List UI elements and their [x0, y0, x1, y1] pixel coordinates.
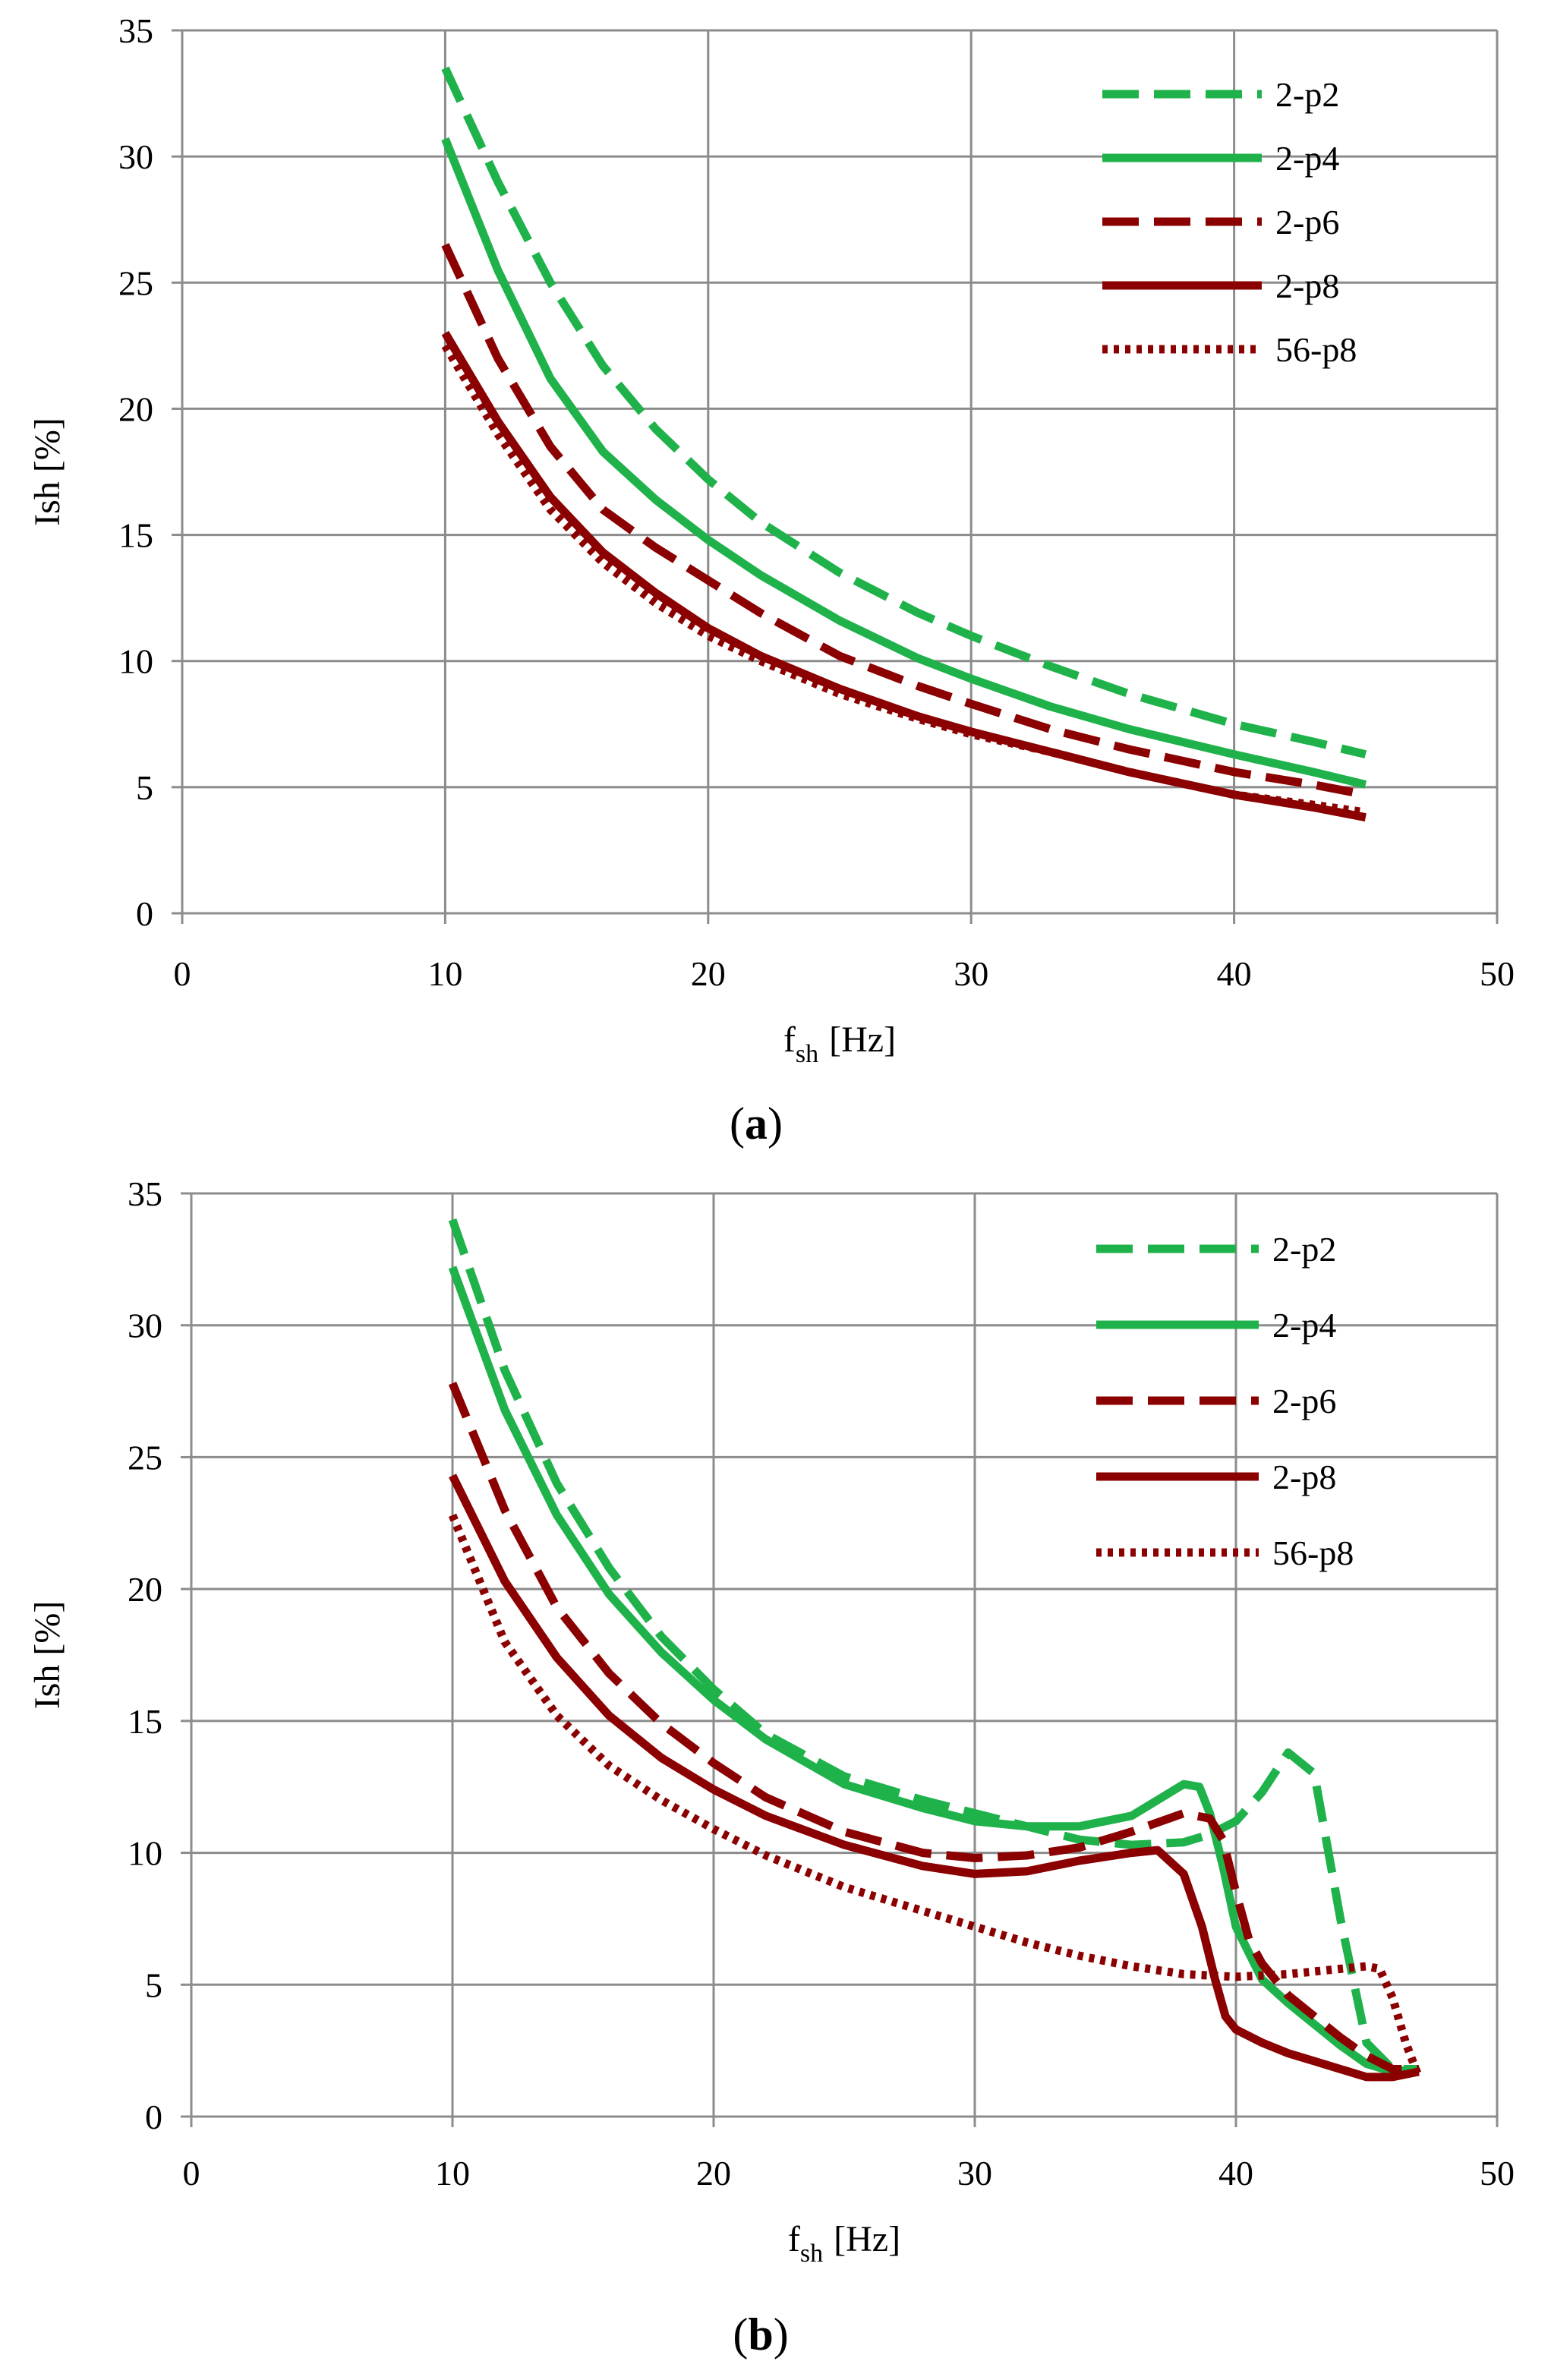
series-line-2-p4 [441, 137, 1367, 789]
legend-label: 2-p8 [1275, 266, 1339, 305]
x-axis-label: fsh [Hz] [783, 1020, 896, 1068]
x-axis-label-main: f [783, 1020, 796, 1060]
legend: 2-p2 2-p4 2-p6 2-p8 56-p8 [1102, 75, 1357, 369]
y-tick-label: 30 [118, 137, 153, 176]
y-tick-label: 30 [128, 1307, 162, 1345]
y-tick-label: 35 [118, 11, 153, 50]
y-tick-label: 0 [136, 894, 153, 933]
series-line-56-p8 [448, 1513, 1423, 2079]
y-axis-label: Ish [%] [27, 418, 68, 526]
series-line-2-p8 [441, 330, 1367, 822]
panel-label-open-paren: ( [733, 2309, 748, 2360]
x-axis-label-subscript: sh [796, 1040, 818, 1068]
y-tick-label: 25 [128, 1438, 162, 1477]
x-tick-label: 20 [691, 954, 726, 993]
chart-panel-b: 0 5 10 15 20 25 30 35 0 10 20 30 40 50 fsh [Hz] Ish [%] 2… [27, 1174, 1515, 2360]
series-line-2-p6 [448, 1382, 1419, 2073]
x-tick-label: 0 [183, 2154, 200, 2192]
series-line-2-p2 [441, 66, 1367, 759]
x-tick-label: 10 [435, 2154, 470, 2192]
legend-label: 2-p8 [1272, 1458, 1336, 1496]
series-line-2-p6 [441, 243, 1367, 799]
x-axis-label-unit: [Hz] [834, 2219, 900, 2259]
panel-label-close-paren: ) [774, 2309, 789, 2360]
x-axis-label: fsh [Hz] [788, 2219, 900, 2268]
panel-label-open-paren: ( [730, 1099, 745, 1149]
x-tick-label: 40 [1218, 2154, 1253, 2192]
y-tick-label: 35 [128, 1174, 162, 1213]
legend-label: 2-p4 [1275, 139, 1339, 178]
x-tick-label: 40 [1217, 954, 1252, 993]
x-tick-label: 30 [957, 2154, 992, 2192]
x-tick-label: 20 [696, 2154, 731, 2192]
y-tick-label: 20 [118, 389, 153, 428]
legend-label: 2-p6 [1275, 203, 1339, 241]
legend-label: 2-p2 [1275, 75, 1339, 114]
series-line-56-p8 [441, 343, 1367, 817]
legend-label: 2-p6 [1272, 1382, 1336, 1420]
x-axis-label-unit: [Hz] [829, 1020, 896, 1060]
panel-label-close-paren: ) [768, 1099, 783, 1149]
legend: 2-p2 2-p4 2-p6 2-p8 56-p8 [1096, 1230, 1354, 1572]
y-axis-label: Ish [%] [27, 1601, 68, 1710]
panel-label-letter: b [748, 2309, 773, 2360]
y-tick-label: 10 [118, 642, 153, 681]
x-axis-label-main: f [788, 2219, 800, 2259]
y-tick-label: 15 [118, 516, 153, 555]
panel-label-letter: a [745, 1099, 768, 1149]
series-line-2-p4 [448, 1266, 1420, 2076]
series-line-2-p8 [449, 1474, 1420, 2082]
panel-label: (a) [730, 1099, 783, 1149]
legend-label: 56-p8 [1272, 1534, 1354, 1572]
legend-label: 2-p4 [1272, 1306, 1336, 1344]
x-axis-label-subscript: sh [800, 2240, 823, 2268]
y-tick-label: 5 [136, 768, 153, 807]
legend-label: 2-p2 [1272, 1230, 1336, 1269]
x-tick-label: 0 [174, 954, 191, 993]
x-tick-label: 50 [1480, 2154, 1515, 2192]
y-tick-label: 15 [128, 1702, 162, 1741]
y-tick-label: 25 [118, 263, 153, 302]
legend-label: 56-p8 [1275, 330, 1357, 369]
series-line-2-p2 [448, 1218, 1419, 2073]
x-tick-label: 30 [954, 954, 988, 993]
x-tick-label: 10 [427, 954, 462, 993]
x-tick-label: 50 [1480, 954, 1515, 993]
y-tick-label: 0 [145, 2098, 162, 2136]
y-tick-label: 5 [145, 1965, 162, 2004]
panel-label: (b) [733, 2309, 788, 2360]
y-tick-label: 10 [128, 1834, 162, 1873]
y-tick-label: 20 [128, 1570, 162, 1609]
chart-panel-a: 0 5 10 15 20 25 30 35 0 10 20 30 40 50 fsh [Hz] Ish [%] 2… [27, 11, 1515, 1149]
